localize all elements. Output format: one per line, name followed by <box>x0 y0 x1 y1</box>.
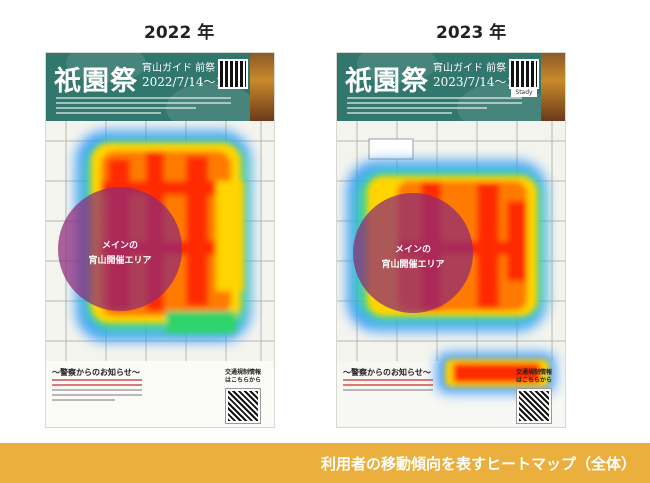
poster-header: 祇園祭 宵山ガイド 前祭 2023/7/14〜16 Stady <box>337 53 565 133</box>
qr-code-icon <box>509 59 539 89</box>
poster-bottom: 〜警察からのお知らせ〜 交通規制情報 はこちらから <box>46 361 274 427</box>
poster-header: 祇園祭 宵山ガイド 前祭 2022/7/14〜16 <box>46 53 274 133</box>
heatmap-panel-2023: 祇園祭 宵山ガイド 前祭 2023/7/14〜16 Stady <box>336 52 566 428</box>
main-area-label: メインの 宵山開催エリア <box>381 245 445 270</box>
caption-text: 利用者の移動傾向を表すヒートマップ（全体） <box>320 455 636 473</box>
caption-banner: 利用者の移動傾向を表すヒートマップ（全体） <box>0 443 650 483</box>
main-area-label: メインの 宵山開催エリア <box>88 241 152 266</box>
year-label-2023: 2023 年 <box>436 23 507 43</box>
heatmap-panel-2022: 祇園祭 宵山ガイド 前祭 2022/7/14〜16 <box>45 52 275 428</box>
poster-subtitle: 宵山ガイド 前祭 <box>433 63 507 74</box>
main-area-circle <box>58 187 182 311</box>
traffic-info: 交通規制情報 はこちらから <box>218 369 268 424</box>
poster-date: 2022/7/14〜16 <box>142 75 231 89</box>
traffic-qr-code-icon <box>516 388 552 424</box>
qr-code-icon <box>218 59 248 89</box>
map-logo-box <box>368 138 414 160</box>
poster-subtitle: 宵山ガイド 前祭 <box>142 63 216 74</box>
poster-title: 祇園祭 <box>345 66 429 97</box>
police-notice-text <box>343 379 433 394</box>
traffic-qr-code-icon <box>225 388 261 424</box>
main-area-circle <box>353 193 473 313</box>
qr-code-label: Stady <box>511 89 537 97</box>
year-label-2022: 2022 年 <box>144 23 215 43</box>
poster-date: 2023/7/14〜16 <box>433 75 522 89</box>
poster-info-text <box>56 97 231 117</box>
poster-bottom: 〜警察からのお知らせ〜 交通規制情報 はこちらから <box>337 361 565 427</box>
poster-title: 祇園祭 <box>54 66 138 97</box>
poster-info-text <box>347 97 522 117</box>
police-notice-title: 〜警察からのお知らせ〜 <box>52 368 140 377</box>
traffic-info: 交通規制情報 はこちらから <box>509 369 559 424</box>
police-notice-title: 〜警察からのお知らせ〜 <box>343 368 431 377</box>
police-notice-text <box>52 379 142 404</box>
yamaboko-float-image <box>541 53 565 121</box>
yamaboko-float-image <box>250 53 274 121</box>
